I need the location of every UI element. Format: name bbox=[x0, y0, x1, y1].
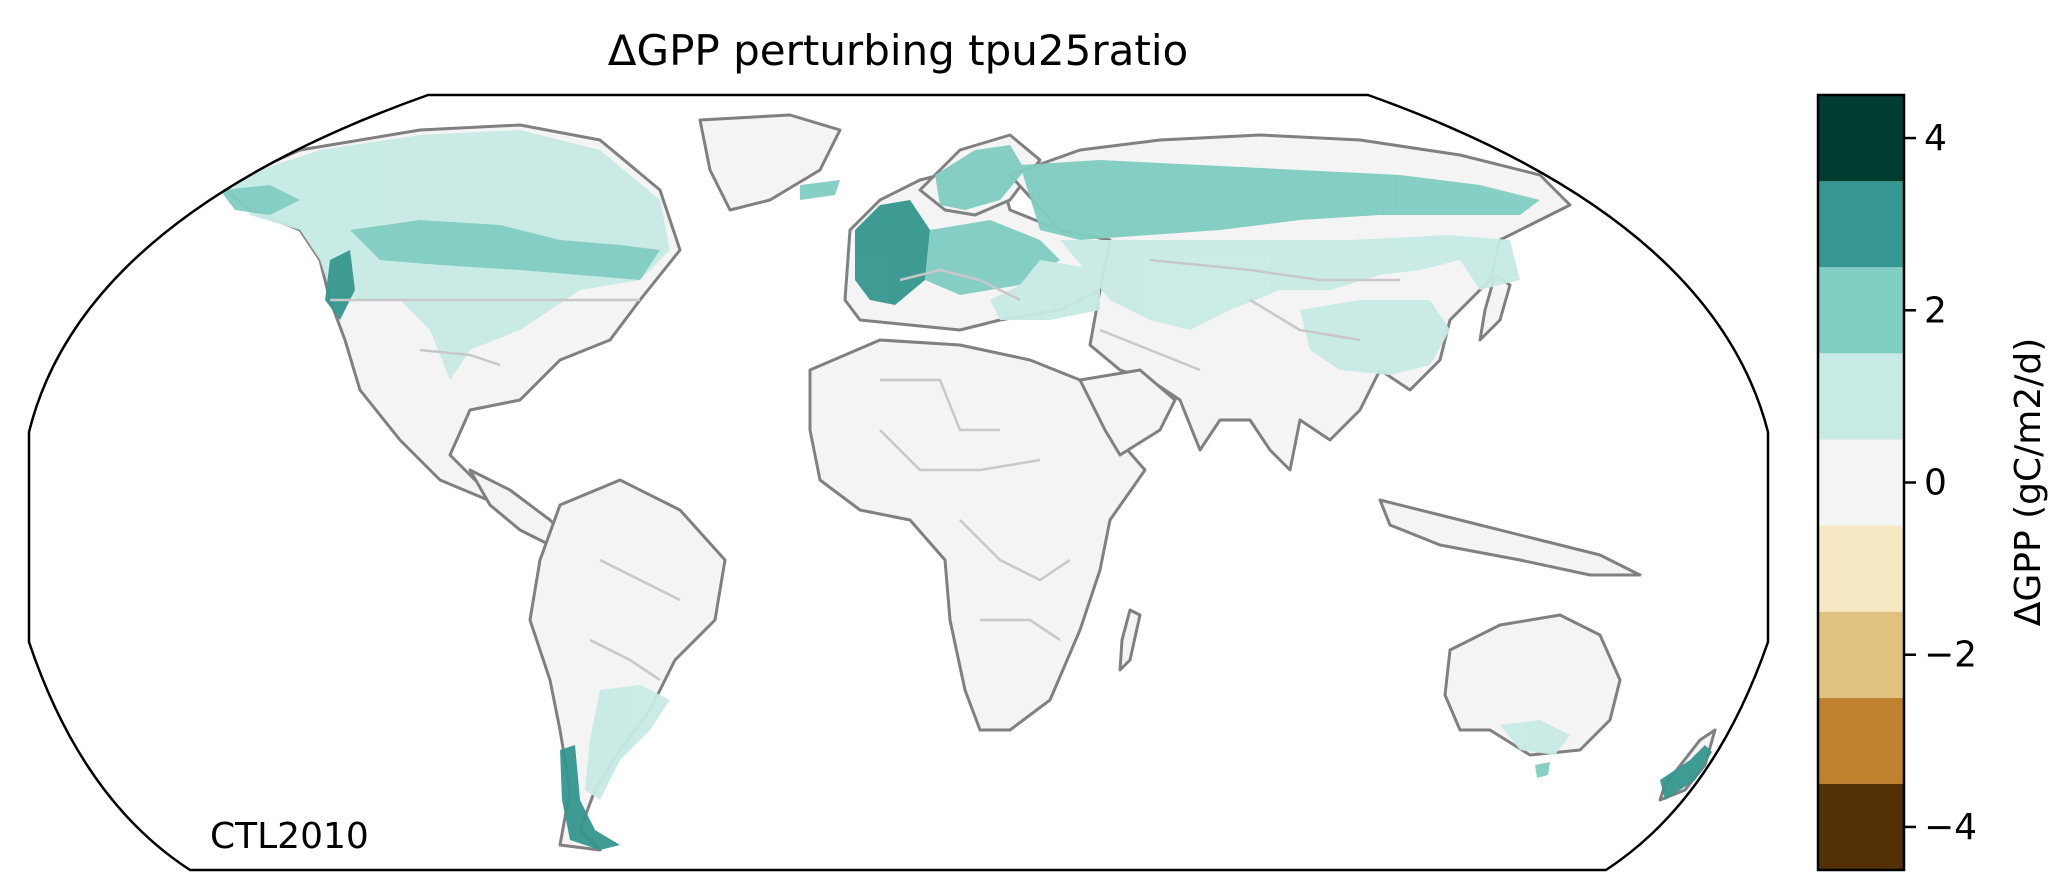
africa bbox=[808, 338, 1147, 732]
europe-light bbox=[990, 260, 1100, 320]
au-south-light bbox=[1500, 720, 1570, 755]
japan bbox=[1478, 273, 1512, 342]
colorbar-tick-label: 4 bbox=[1924, 118, 1947, 159]
colorbar-cell bbox=[1818, 95, 1904, 182]
colorbar-cell bbox=[1818, 267, 1904, 354]
colorbar-label: ΔGPP (gC/m2/d) bbox=[2008, 338, 2049, 627]
europe-mid bbox=[925, 220, 1060, 295]
siberia-mid bbox=[1020, 160, 1540, 240]
east-asia-light bbox=[1300, 300, 1450, 375]
nz-dark bbox=[1660, 745, 1712, 800]
colorbar-cell bbox=[1818, 697, 1904, 784]
country-borders bbox=[330, 258, 1400, 682]
colorbar-ticks: 4 2 0 −2 −4 bbox=[1904, 118, 1977, 848]
sa-south-tip bbox=[560, 745, 620, 850]
south-america bbox=[528, 478, 727, 852]
greenland-edge bbox=[800, 180, 840, 200]
scenario-label: CTL2010 bbox=[210, 816, 369, 857]
europe-dark bbox=[855, 200, 930, 305]
colorbar-tick-label: −4 bbox=[1924, 807, 1977, 848]
greenland bbox=[698, 113, 842, 212]
colorbar-tick-label: 0 bbox=[1924, 463, 1947, 504]
colorbar-cell bbox=[1818, 611, 1904, 698]
siberia-light bbox=[1060, 235, 1520, 330]
positive-anomaly-cells bbox=[220, 130, 1712, 850]
colorbar-cells bbox=[1818, 95, 1904, 870]
map-title: ΔGPP perturbing tpu25ratio bbox=[608, 26, 1188, 75]
colorbar-tick-label: 2 bbox=[1924, 290, 1947, 331]
colorbar-cell bbox=[1818, 181, 1904, 268]
scandinavia-mid bbox=[935, 145, 1025, 210]
colorbar-cell bbox=[1818, 525, 1904, 612]
tasmania-mid bbox=[1535, 762, 1550, 778]
australia bbox=[1443, 613, 1622, 757]
na-west-coast bbox=[325, 250, 355, 320]
madagascar bbox=[1118, 608, 1142, 672]
colorbar-cell bbox=[1818, 439, 1904, 526]
colorbar: 4 2 0 −2 −4 ΔGPP (gC/m2/d) bbox=[1816, 93, 2049, 872]
arabia bbox=[1078, 368, 1177, 457]
colorbar-cell bbox=[1818, 353, 1904, 440]
na-mid-band bbox=[350, 220, 660, 280]
indonesia bbox=[1378, 498, 1642, 577]
sa-south-light bbox=[585, 685, 670, 800]
colorbar-cell bbox=[1818, 783, 1904, 870]
na-alaska bbox=[220, 185, 300, 215]
map-boundary bbox=[27, 93, 1770, 872]
map-panel bbox=[27, 93, 1770, 872]
colorbar-tick-label: −2 bbox=[1924, 635, 1977, 676]
